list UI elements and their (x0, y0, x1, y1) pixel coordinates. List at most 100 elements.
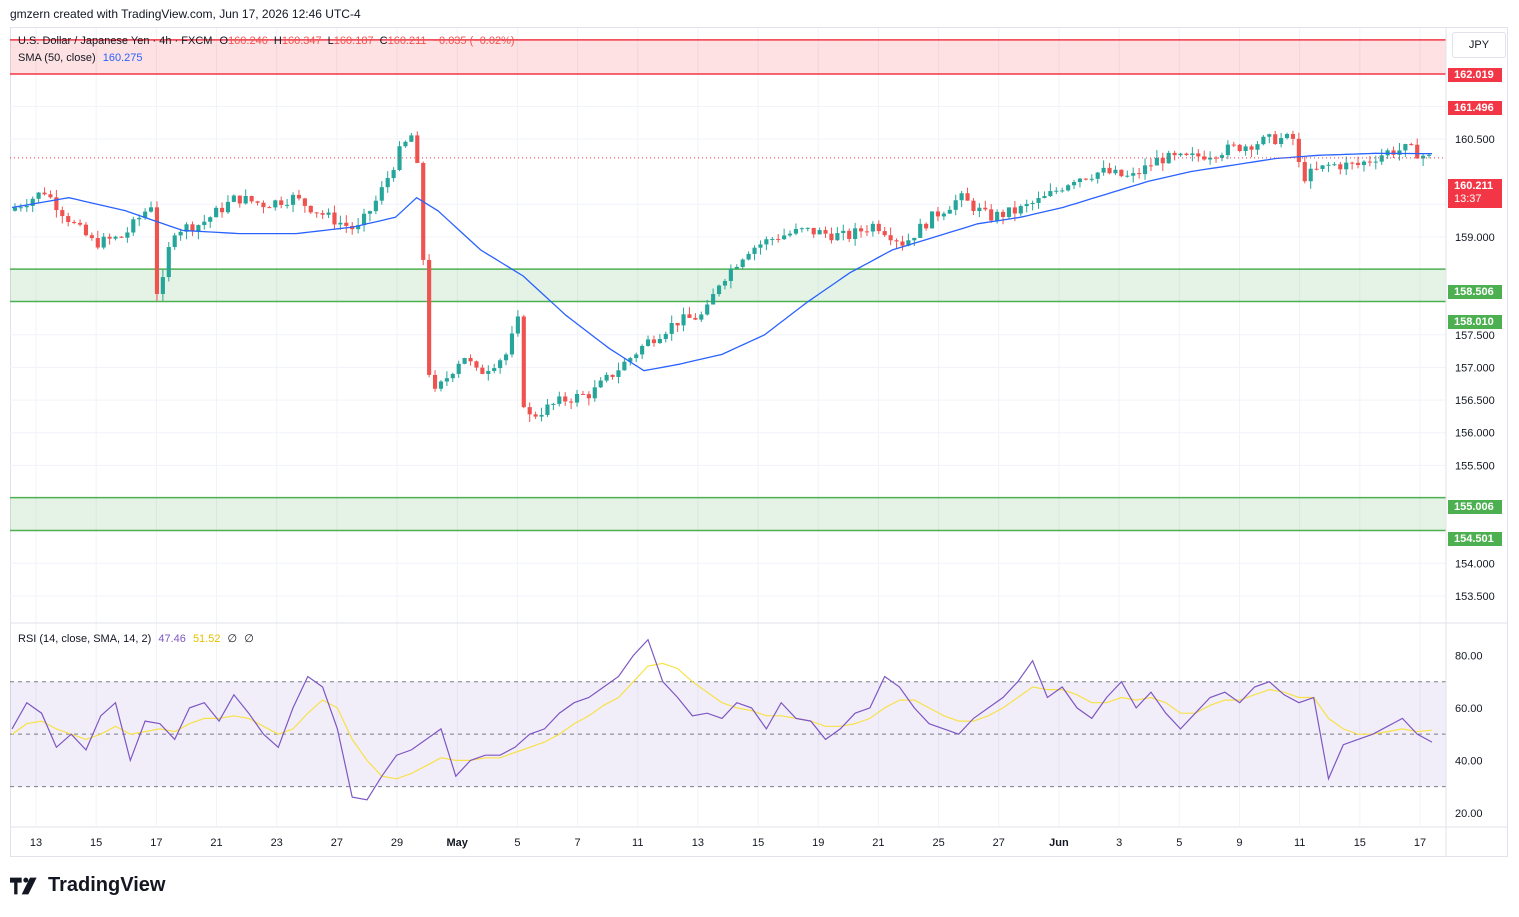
candle-down (89, 235, 94, 239)
candle-up (1267, 134, 1272, 137)
candle-up (1190, 153, 1195, 156)
candle-up (681, 314, 686, 326)
candle-down (521, 316, 526, 408)
candle-down (888, 235, 893, 241)
candle-up (557, 396, 562, 404)
candle-down (858, 228, 864, 232)
candle-up (752, 247, 757, 254)
candle-down (1237, 144, 1242, 152)
candle-up (1066, 185, 1071, 191)
candle-up (805, 227, 810, 229)
candle-up (285, 204, 290, 206)
candle-up (1308, 168, 1313, 182)
candle-up (793, 228, 799, 234)
zone-label-r2: 161.496 (1448, 101, 1502, 115)
candle-down (42, 192, 47, 195)
candle-up (101, 236, 106, 248)
candle-up (397, 146, 402, 170)
candle-down (1172, 152, 1177, 156)
time-axis-tick: 13 (30, 837, 42, 849)
low-label: L (327, 35, 334, 47)
time-axis-tick: 23 (271, 837, 283, 849)
rsi-extra-2: ∅ (244, 633, 254, 645)
candle-up (947, 209, 952, 214)
close-label: C (379, 35, 388, 47)
rsi-value: 47.46 (158, 633, 186, 645)
candle-down (533, 414, 538, 417)
candle-up (184, 224, 189, 232)
time-axis-tick: 27 (331, 837, 343, 849)
candle-down (308, 205, 313, 213)
candle-up (870, 223, 875, 232)
candle-down (249, 196, 254, 202)
rsi-legend[interactable]: RSI (14, close, SMA, 14, 2) 47.46 51.52 … (18, 632, 258, 645)
price-axis-tick: 156.000 (1455, 428, 1495, 440)
candle-down (54, 197, 59, 211)
candle-down (580, 393, 586, 395)
candle-down (1148, 165, 1154, 167)
candle-up (699, 314, 704, 320)
price-axis-tick: 154.000 (1455, 558, 1495, 570)
candle-down (829, 233, 834, 241)
sma-legend[interactable]: SMA (50, close) 160.275 (18, 52, 146, 64)
candle-up (1373, 161, 1378, 163)
candle-up (906, 240, 911, 246)
candle-down (776, 238, 781, 240)
rsi-pane (10, 638, 1446, 801)
candle-down (1314, 168, 1319, 170)
candle-up (1225, 144, 1230, 156)
candle-up (143, 211, 148, 218)
candle-up (953, 200, 958, 210)
rsi-band-background (10, 681, 1446, 787)
resistance-zone (10, 39, 1446, 74)
candle-down (569, 401, 574, 403)
candle-down (1184, 153, 1189, 156)
candle-down (1249, 146, 1254, 150)
candle-down (882, 231, 887, 236)
candle-up (716, 285, 722, 295)
candle-down (823, 230, 828, 234)
time-axis-tick: 7 (575, 837, 581, 849)
candle-up (1154, 157, 1159, 166)
last-price-tag: 160.211 13:37 (1448, 179, 1502, 208)
candle-down (48, 194, 53, 198)
candle-up (30, 198, 35, 206)
candle-down (83, 224, 89, 236)
candle-up (1361, 161, 1367, 166)
candle-down (279, 200, 284, 206)
time-axis-tick: 29 (391, 837, 403, 849)
candle-down (1415, 144, 1420, 159)
candle-up (486, 370, 491, 374)
candle-down (468, 357, 473, 362)
candle-up (1426, 154, 1432, 156)
candle-down (296, 194, 302, 199)
price-axis-tick: 156.500 (1455, 395, 1495, 407)
candle-up (1095, 172, 1100, 179)
candle-up (456, 363, 461, 374)
candle-up (338, 222, 343, 225)
candle-up (1397, 150, 1402, 155)
candle-up (722, 280, 728, 286)
time-axis-tick: 15 (1354, 837, 1366, 849)
price-axis-tick: 157.000 (1455, 362, 1495, 374)
currency-button[interactable]: JPY (1452, 32, 1506, 58)
candle-down (432, 374, 438, 389)
time-axis-tick: 3 (1116, 837, 1122, 849)
candle-down (1296, 138, 1301, 162)
candle-down (72, 222, 77, 224)
candle-up (787, 233, 793, 236)
candle-up (959, 193, 964, 201)
symbol-legend[interactable]: U.S. Dollar / Japanese Yen · 4h · FXCM O… (18, 35, 519, 47)
ohlc-values: O160.246 H160.347 L160.187 C160.211 −0.0… (220, 35, 515, 47)
candle-down (687, 314, 692, 318)
candle-up (178, 231, 183, 236)
candle-down (693, 317, 698, 320)
tradingview-logo[interactable]: TradingView (10, 874, 165, 897)
candle-up (669, 322, 674, 334)
candle-up (1166, 152, 1171, 164)
candle-up (1344, 162, 1349, 170)
logo-text: TradingView (48, 874, 166, 896)
bar-countdown: 13:37 (1454, 193, 1482, 205)
candle-down (95, 238, 100, 248)
